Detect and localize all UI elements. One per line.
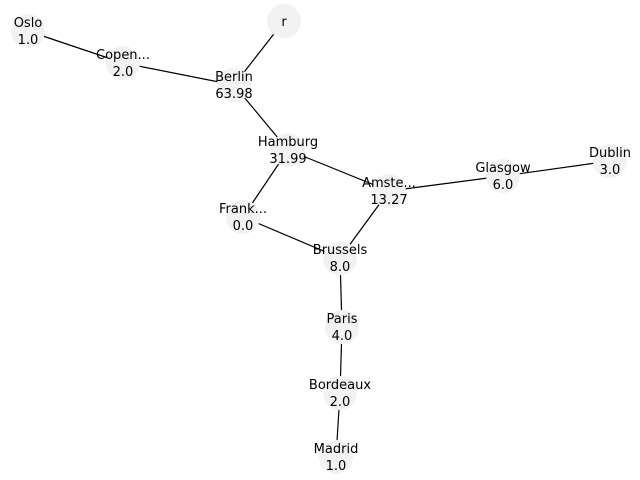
node-berlin[interactable]: Berlin 63.98 [215,68,253,102]
edge-amste-glasgow [388,175,504,192]
nodes-layer: r Oslo 1.0 Copen... 2.0 Berlin 63.98 Hamburg 31.… [11,4,631,474]
node-label: Oslo [14,16,43,31]
node-circle [486,159,520,193]
node-value: 6.0 [493,178,514,193]
node-label: Frank... [219,202,267,217]
node-label: Brussels [313,243,368,258]
node-frank[interactable]: Frank... 0.0 [219,200,267,234]
node-value: 2.0 [330,395,351,410]
edge-hamburg-amste [287,149,390,192]
node-value: 63.98 [215,87,252,102]
node-oslo[interactable]: Oslo 1.0 [11,14,45,48]
node-circle [217,68,251,102]
node-circle [11,14,45,48]
node-circle [323,241,357,275]
node-label: Bordeaux [309,378,371,393]
node-circle [325,310,359,344]
node-label: Copen... [96,48,150,63]
node-madrid[interactable]: Madrid 1.0 [314,440,359,474]
node-label: Madrid [314,442,359,457]
node-brussels[interactable]: Brussels 8.0 [313,241,368,275]
node-copen[interactable]: Copen... 2.0 [96,46,150,80]
edge-copen-berlin [122,62,235,86]
node-label: Paris [327,312,358,327]
node-value: 4.0 [332,329,353,344]
edge-frank-brussels [242,216,341,259]
node-label: Dublin [589,146,631,161]
node-r[interactable]: r [267,4,301,38]
node-circle [593,144,627,178]
node-label: Amste... [362,176,416,191]
node-circle [372,174,406,208]
node-glasgow[interactable]: Glasgow 6.0 [475,159,531,193]
node-circle [267,4,301,38]
node-amste[interactable]: Amste... 13.27 [362,174,416,208]
node-circle [323,376,357,410]
node-label: Glasgow [475,161,531,176]
node-value: 8.0 [330,260,351,275]
node-value: 0.0 [233,219,254,234]
node-circle [319,440,353,474]
node-label: r [281,15,287,30]
node-circle [106,46,140,80]
node-dublin[interactable]: Dublin 3.0 [589,144,631,178]
node-label: Hamburg [258,135,318,150]
node-value: 1.0 [18,33,39,48]
node-value: 1.0 [326,459,347,474]
edge-glasgow-dublin [502,160,611,177]
node-circle [226,200,260,234]
node-value: 3.0 [600,163,621,178]
node-label: Berlin [215,70,253,85]
node-hamburg[interactable]: Hamburg 31.99 [258,133,318,167]
node-value: 13.27 [370,193,407,208]
node-paris[interactable]: Paris 4.0 [325,310,359,344]
node-circle [271,133,305,167]
node-bordeaux[interactable]: Bordeaux 2.0 [309,376,371,410]
node-value: 31.99 [269,152,306,167]
node-value: 2.0 [113,65,134,80]
